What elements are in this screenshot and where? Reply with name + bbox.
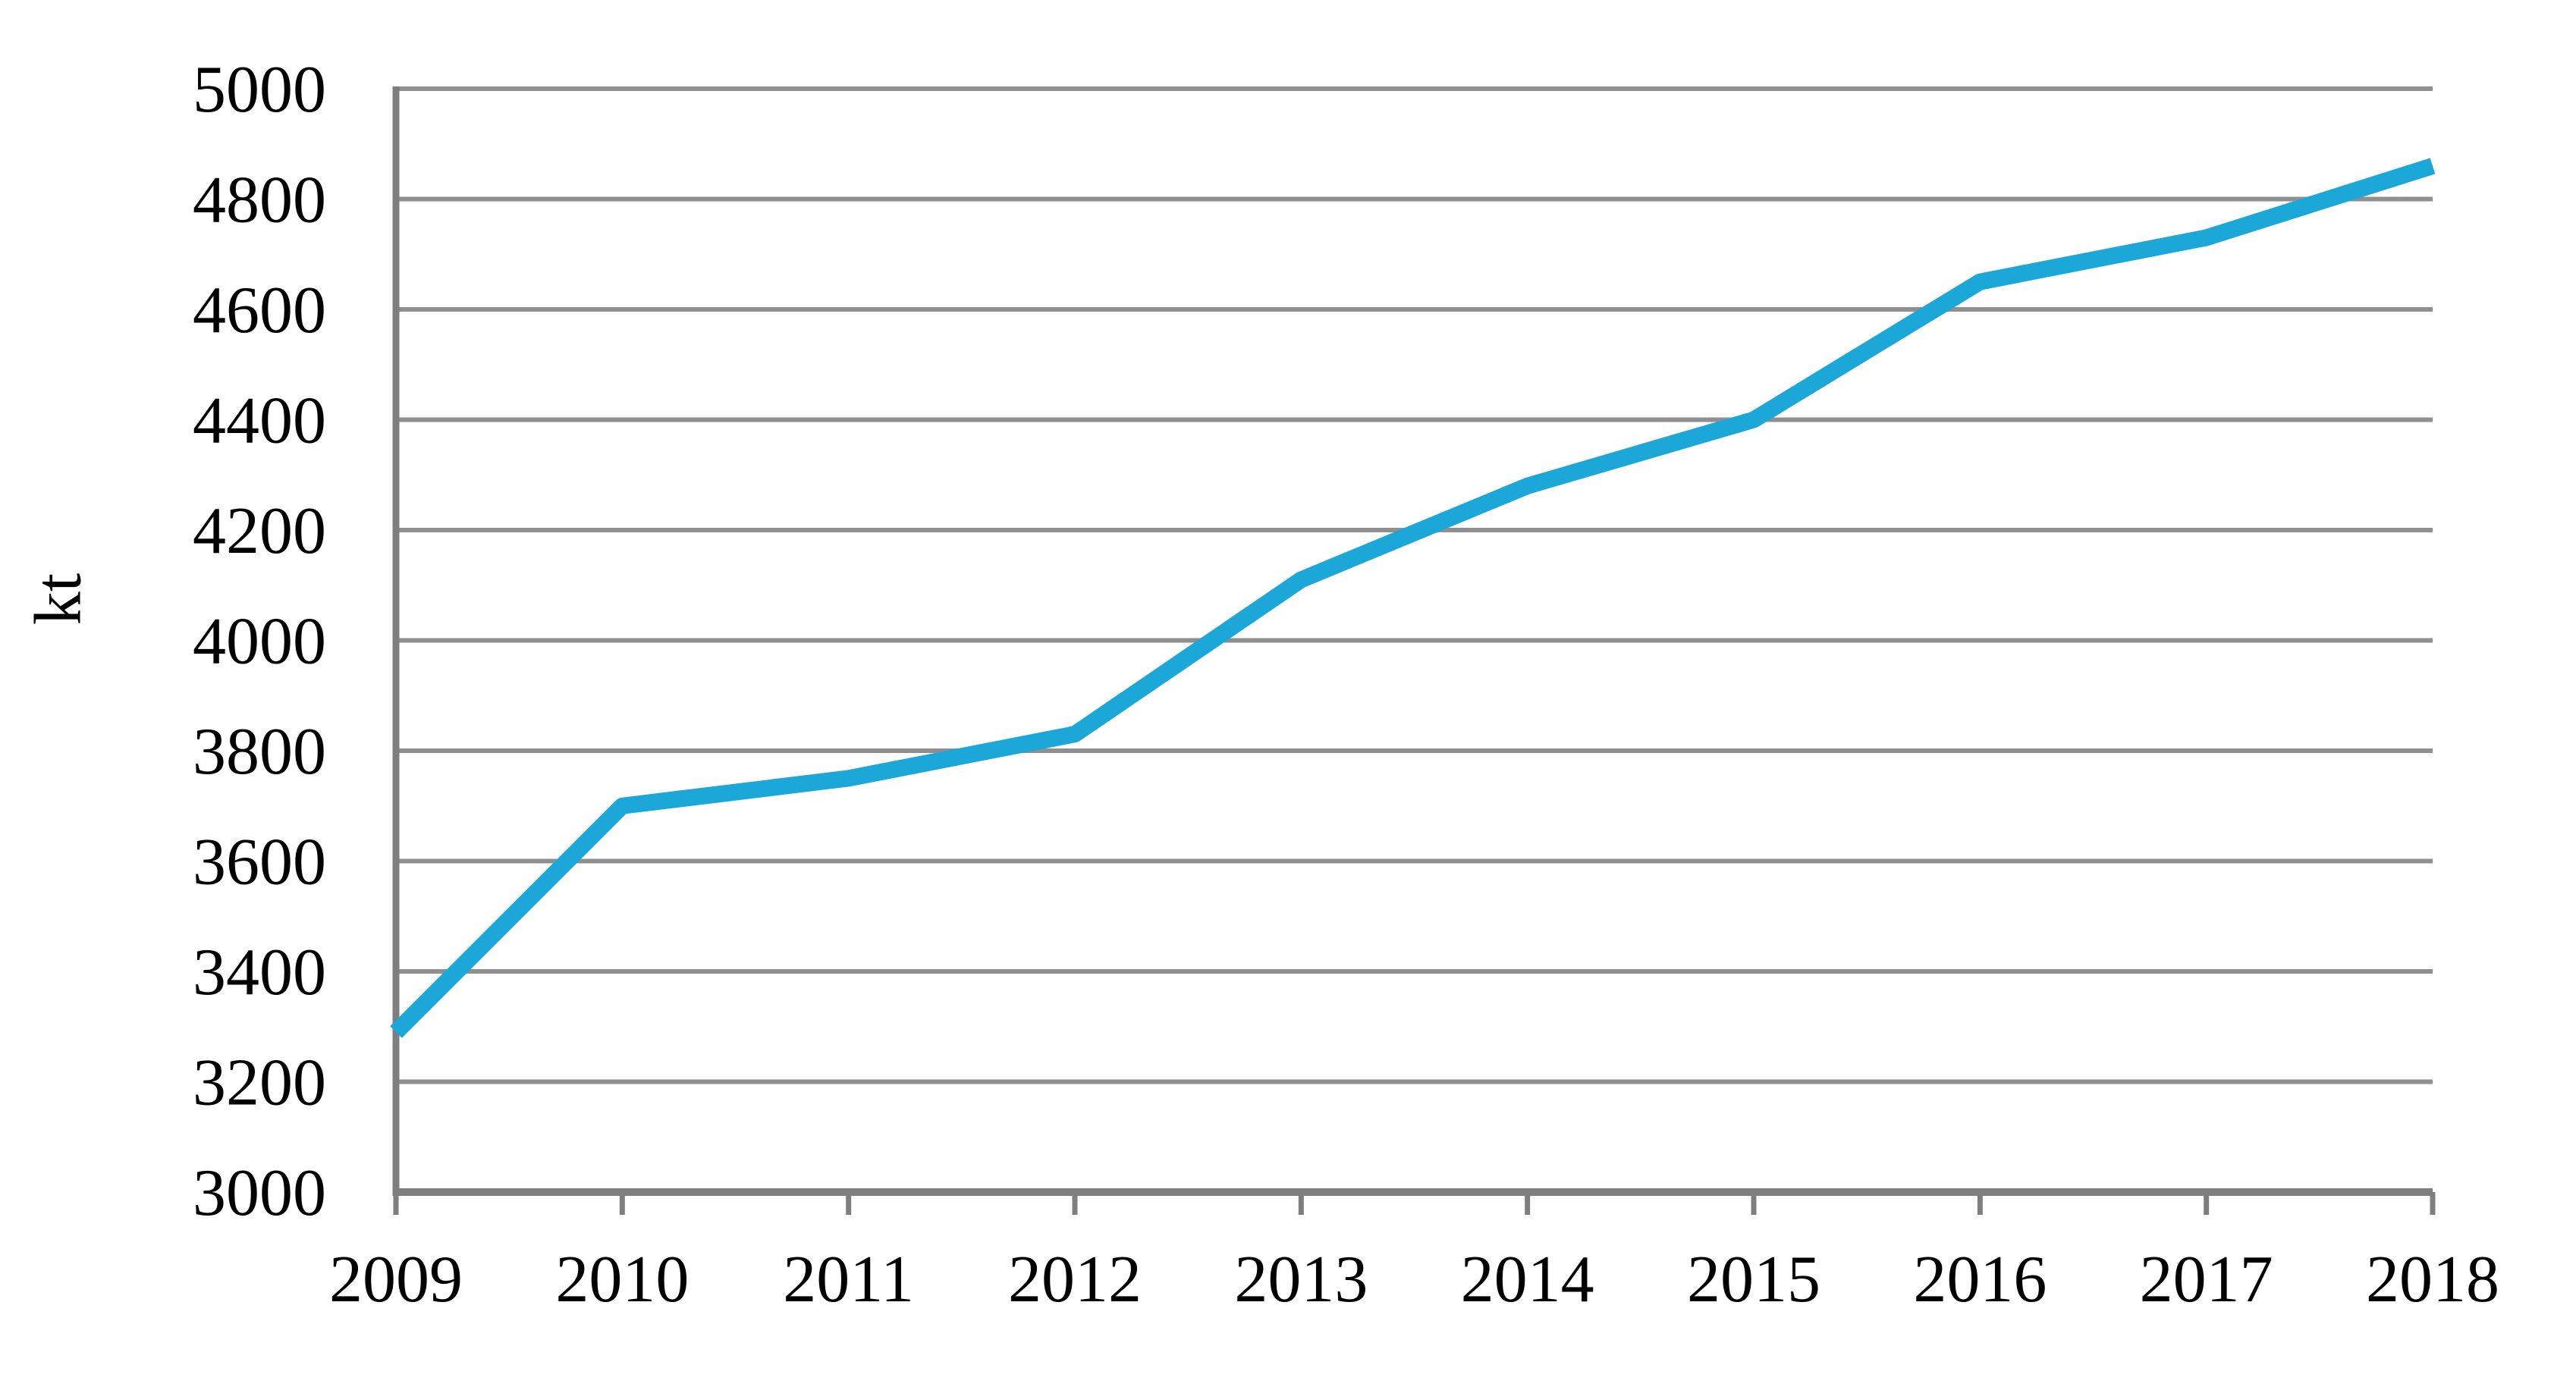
y-tick-label: 4000 [193,605,326,679]
y-tick-label: 3000 [193,1156,326,1230]
x-tick-label: 2013 [1234,1243,1368,1316]
y-tick-label: 3200 [193,1046,326,1120]
x-axis-labels: 2009 2010 2011 2012 2013 2014 2015 2016 2017 2018 [329,1243,2499,1316]
y-tick-label: 3800 [193,715,326,789]
y-axis-title: kt [22,573,96,625]
y-tick-label: 4200 [193,494,326,568]
y-axis-labels: 5000 4800 4600 4400 4200 4000 3800 3600 3400 3200… [193,53,326,1230]
x-tick-label: 2016 [1913,1243,2047,1316]
y-tick-label: 3400 [193,936,326,1009]
x-tick-label: 2014 [1461,1243,1594,1316]
y-tick-label: 4400 [193,384,326,458]
y-tick-label: 4600 [193,274,326,347]
x-tick-label: 2017 [2140,1243,2273,1316]
data-line [390,158,2436,1038]
x-axis-ticks [393,1192,2436,1215]
x-tick-label: 2009 [329,1243,463,1316]
y-tick-label: 3600 [193,826,326,899]
x-tick-label: 2010 [555,1243,689,1316]
y-tick-label: 4800 [193,164,326,237]
x-tick-label: 2018 [2366,1243,2499,1316]
x-tick-label: 2012 [1008,1243,1142,1316]
x-tick-label: 2015 [1687,1243,1820,1316]
y-tick-label: 5000 [193,53,326,127]
x-tick-label: 2011 [783,1243,914,1316]
data-series [390,158,2436,1038]
